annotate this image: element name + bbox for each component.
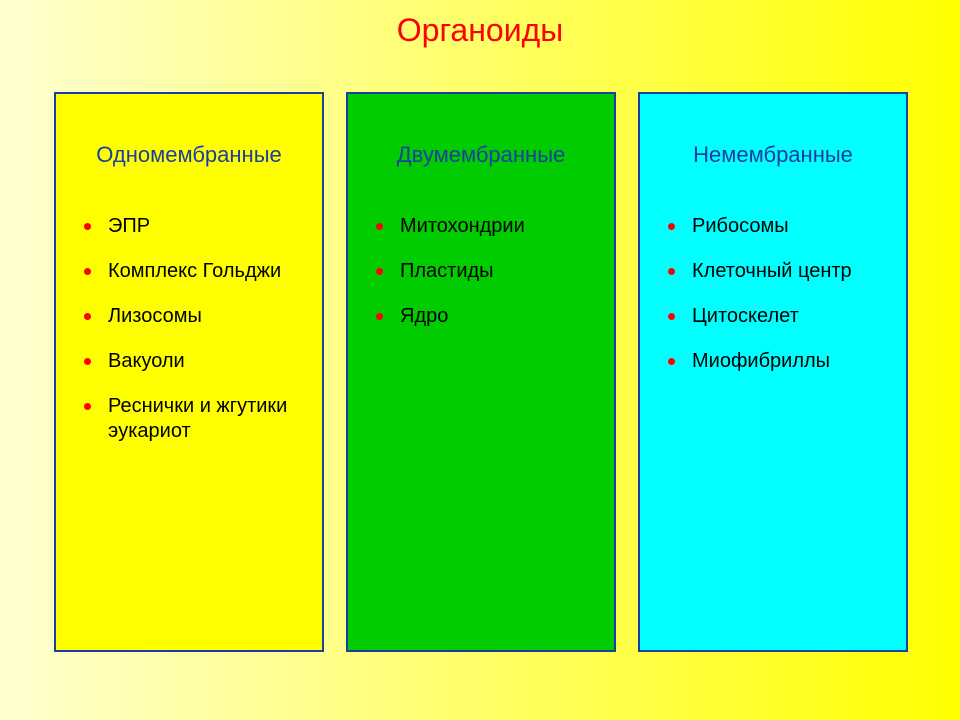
list-item: Пластиды — [376, 259, 594, 284]
list-item: Рибосомы — [668, 214, 886, 239]
columns-container: Одномембранные ЭПР Комплекс Гольджи Лизосом… — [54, 92, 908, 652]
item-list: Рибосомы Клеточный центр Цитоскелет Миофибр… — [660, 214, 886, 374]
list-item: Митохондрии — [376, 214, 594, 239]
column: Двумембранные Митохондрии Пластиды Ядро — [346, 92, 616, 652]
list-item: Лизосомы — [84, 304, 302, 329]
column-heading: Одномембранные — [76, 142, 302, 168]
column-heading: Немембранные — [660, 142, 886, 168]
list-item: ЭПР — [84, 214, 302, 239]
item-list: Митохондрии Пластиды Ядро — [368, 214, 594, 329]
list-item: Реснички и жгутики эукариот — [84, 394, 302, 444]
column: Одномембранные ЭПР Комплекс Гольджи Лизосом… — [54, 92, 324, 652]
list-item: Клеточный центр — [668, 259, 886, 284]
list-item: Миофибриллы — [668, 349, 886, 374]
diagram-canvas: Органоиды Одномембранные ЭПР Комплекс Голь… — [0, 0, 960, 720]
item-list: ЭПР Комплекс Гольджи Лизосомы Вакуоли Реснич… — [76, 214, 302, 444]
column-heading: Двумембранные — [368, 142, 594, 168]
column: Немембранные Рибосомы Клеточный центр Цитос… — [638, 92, 908, 652]
list-item: Вакуоли — [84, 349, 302, 374]
list-item: Комплекс Гольджи — [84, 259, 302, 284]
list-item: Ядро — [376, 304, 594, 329]
list-item: Цитоскелет — [668, 304, 886, 329]
diagram-title: Органоиды — [0, 0, 960, 49]
